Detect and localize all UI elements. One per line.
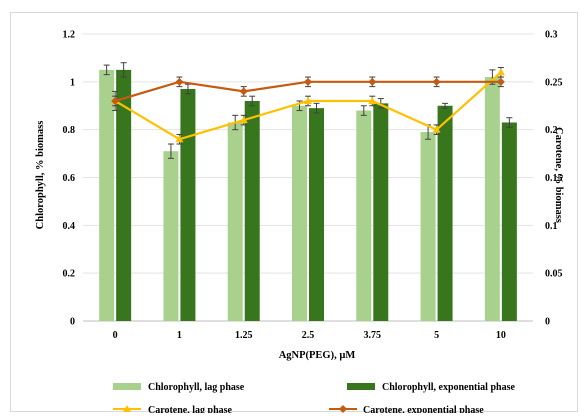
point-car-lag	[432, 125, 441, 133]
point-car-lag	[175, 135, 184, 143]
x-axis-title: AgNP(PEG), µM	[279, 350, 356, 361]
bar-chl-exp	[116, 69, 132, 321]
point-car-exp	[368, 77, 377, 86]
point-car-exp	[175, 77, 184, 86]
bar-chl-exp	[437, 105, 453, 321]
point-car-exp	[496, 77, 505, 86]
right-tick-label: 0.25	[545, 77, 563, 88]
bar-chl-lag	[292, 105, 307, 321]
right-tick-label: 0.2	[545, 125, 558, 136]
point-car-lag	[239, 116, 248, 124]
combo-chart: 0 0.2 0.4 0.6 0.8 1 1.2 0 0.05 0.1 0.15 0.2 0.25 0.3 0…	[35, 30, 564, 413]
line-series	[111, 66, 505, 145]
bar-chl-lag	[227, 122, 243, 321]
left-tick-label: 0.6	[63, 173, 76, 184]
right-tick-label: 0.05	[545, 269, 563, 280]
point-car-exp	[304, 77, 312, 86]
point-car-lag	[496, 68, 505, 76]
legend-label-car-lag: Carotene, lag phase	[148, 405, 233, 413]
left-tick-label: 0	[70, 317, 75, 328]
legend-marker-car-lag	[123, 405, 131, 412]
bar-chl-lag	[484, 77, 500, 321]
right-tick-label: 0.1	[545, 221, 558, 232]
point-car-lag	[304, 96, 312, 104]
legend-swatch-chl-lag	[113, 383, 141, 390]
legend-swatch-chl-exp	[347, 383, 375, 390]
right-tick-label: 0	[545, 317, 550, 328]
left-tick-label: 0.4	[63, 221, 76, 232]
bar-chl-lag	[420, 132, 436, 321]
left-tick-label: 0.2	[63, 269, 76, 280]
legend-label-car-exp: Carotene, exponential phase	[363, 405, 484, 413]
left-axis-title: Chlorophyll, % biomass	[35, 121, 46, 230]
x-tick-label: 3.75	[364, 330, 382, 341]
bar-series	[99, 62, 517, 322]
legend: Chlorophyll, lag phase Chlorophyll, expo…	[113, 382, 515, 413]
legend-label-chl-lag: Chlorophyll, lag phase	[148, 382, 245, 393]
bar-chl-exp	[501, 122, 517, 321]
point-car-exp	[432, 77, 441, 86]
bar-chl-exp	[180, 89, 196, 321]
bar-chl-lag	[356, 110, 372, 322]
x-tick-label: 2.5	[302, 330, 315, 341]
x-tick-label: 1	[177, 330, 182, 341]
bar-chl-lag	[99, 69, 115, 321]
legend-marker-car-exp	[339, 405, 347, 413]
point-car-exp	[239, 87, 248, 96]
legend-label-chl-exp: Chlorophyll, exponential phase	[382, 382, 515, 393]
chart-frame: 0 0.2 0.4 0.6 0.8 1 1.2 0 0.05 0.1 0.15 0.2 0.25 0.3 0…	[10, 12, 578, 413]
point-car-exp	[111, 96, 120, 105]
right-tick-label: 0.3	[545, 30, 558, 41]
point-car-lag	[368, 96, 377, 104]
left-tick-label: 1.2	[63, 30, 76, 41]
bar-chl-exp	[373, 103, 389, 321]
left-tick-label: 1	[70, 77, 75, 88]
x-tick-label: 10	[496, 330, 506, 341]
bar-chl-exp	[244, 100, 260, 321]
x-tick-label: 0	[113, 330, 118, 341]
left-tick-label: 0.8	[63, 125, 76, 136]
right-axis-title: Carotene, % biomass	[553, 127, 564, 223]
x-tick-label: 5	[434, 330, 439, 341]
bar-chl-lag	[163, 151, 179, 321]
tick-labels: 0 0.2 0.4 0.6 0.8 1 1.2 0 0.05 0.1 0.15 0.2 0.25 0.3 0…	[63, 30, 563, 342]
bar-chl-exp	[309, 108, 324, 322]
x-tick-label: 1.25	[235, 330, 253, 341]
right-tick-label: 0.15	[545, 173, 563, 184]
